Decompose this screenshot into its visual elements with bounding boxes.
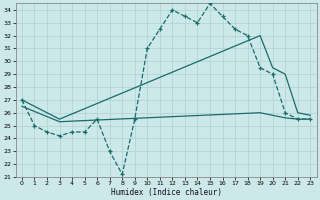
X-axis label: Humidex (Indice chaleur): Humidex (Indice chaleur): [111, 188, 221, 197]
